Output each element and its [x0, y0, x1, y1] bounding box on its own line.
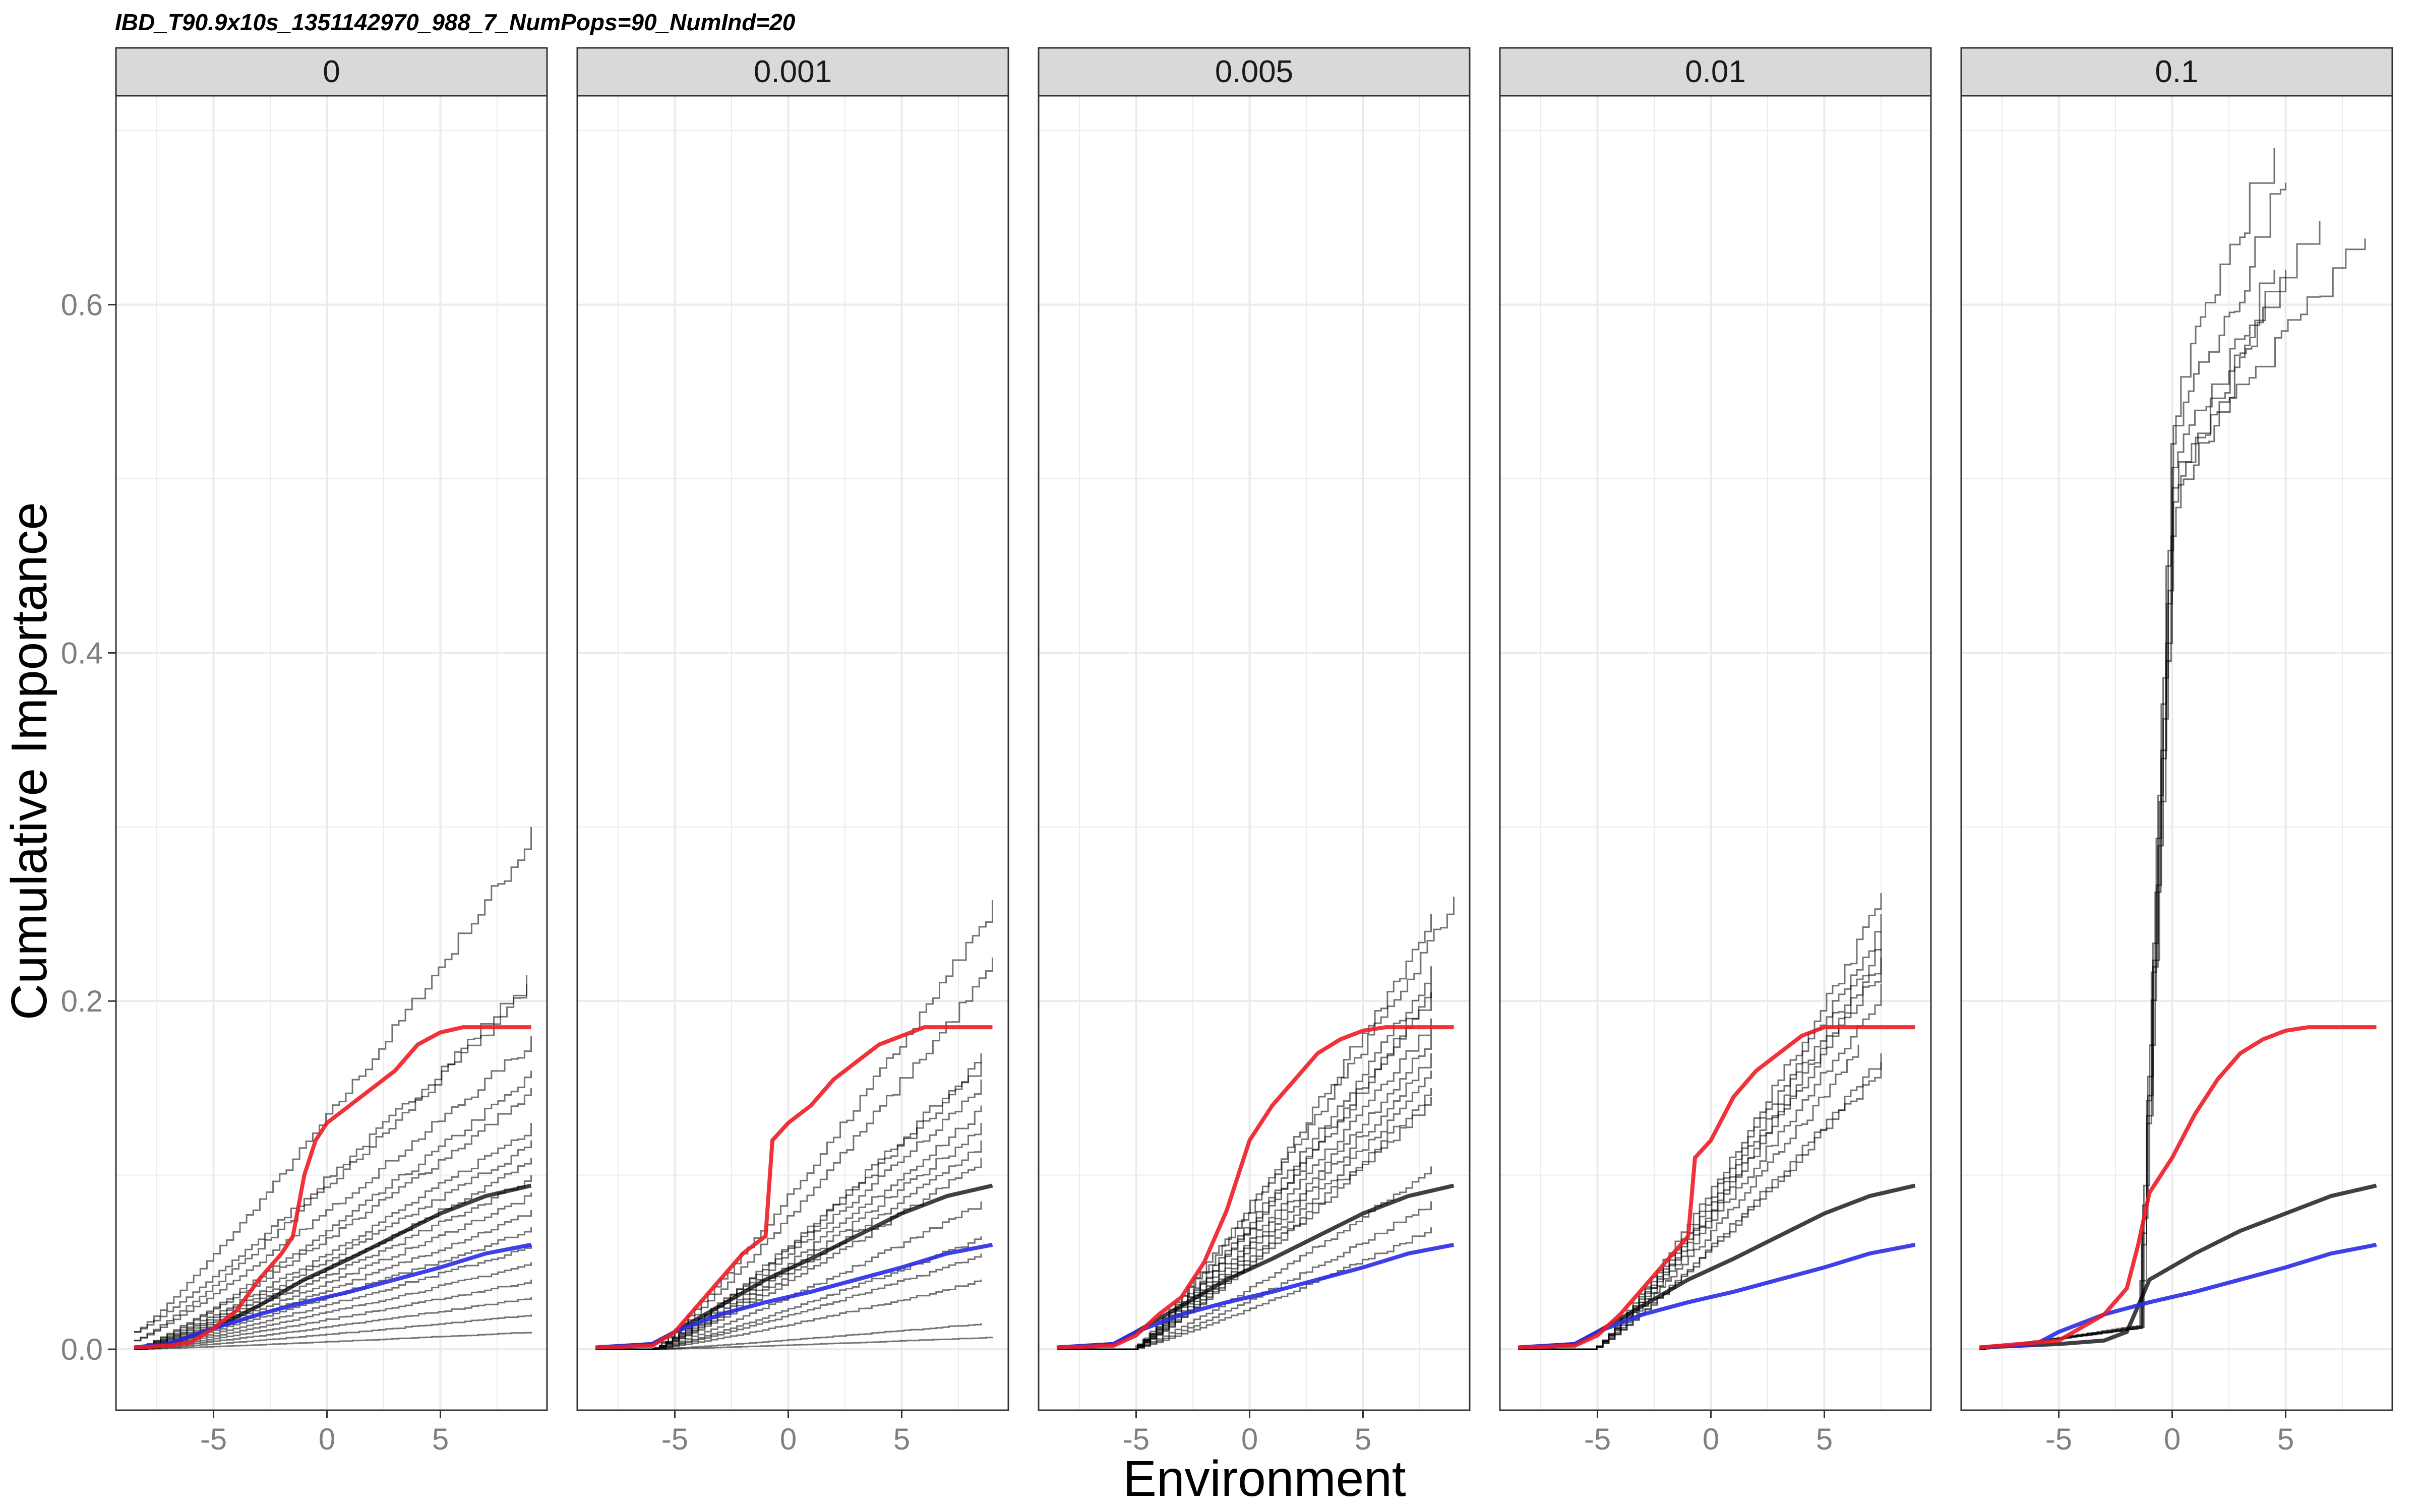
y-tick-label: 0.0 — [61, 1333, 103, 1366]
series-line-gray-16 — [134, 1297, 532, 1350]
x-tick-label: -5 — [1123, 1422, 1150, 1456]
series-line-gray-12 — [595, 1279, 982, 1350]
panel-border — [1960, 95, 2393, 1411]
x-tick-label: 0 — [2164, 1422, 2181, 1456]
series-line-gray-9 — [134, 1175, 532, 1350]
series-line-red — [1518, 1025, 1915, 1350]
x-tick-label: 5 — [1355, 1422, 1371, 1456]
series-line-gray-1 — [134, 975, 527, 1333]
panel-border — [1038, 95, 1471, 1411]
panel-4: 0.1 -5 0 5 — [1960, 47, 2393, 1456]
facet-strip-label: 0 — [323, 54, 340, 89]
x-tick-label: 5 — [1816, 1422, 1833, 1456]
y-tick-label: 0.2 — [61, 984, 103, 1018]
series-line-blue — [134, 1242, 532, 1350]
series-line-gray-9 — [595, 1201, 982, 1350]
series-line-blue — [1056, 1242, 1455, 1350]
series-line-blue — [1518, 1242, 1916, 1350]
series-line-red — [595, 1025, 993, 1350]
x-tick-label: 0 — [1703, 1422, 1719, 1456]
facet-strip — [1038, 47, 1471, 97]
series-line-gray-18 — [134, 1332, 532, 1350]
y-axis-title: Cumulative Importance — [1, 502, 57, 1020]
panel-0: 0 -5 0 5 — [115, 47, 548, 1456]
facet-strip-label: 0.01 — [1685, 54, 1746, 89]
plot-background — [577, 96, 1008, 1410]
panel-border — [1499, 95, 1932, 1411]
series-line-gray-13 — [1057, 1227, 1432, 1350]
x-tick-label: 0 — [780, 1422, 797, 1456]
x-tick-label: 0 — [1241, 1422, 1258, 1456]
facet-strip — [1960, 47, 2393, 97]
plot-background — [1039, 96, 1470, 1410]
series-line-gray-3 — [595, 1062, 982, 1350]
panel-1: 0.001 -5 0 5 — [576, 47, 1009, 1456]
series-line-red — [1979, 1025, 2377, 1350]
x-axis-title: Environment — [1123, 1451, 1406, 1507]
x-tick-label: 0 — [319, 1422, 335, 1456]
y-tick-label: 0.6 — [61, 288, 103, 322]
series-line-gray-3 — [134, 1036, 532, 1342]
series-line-gray-4 — [595, 1079, 982, 1350]
series-line-black — [1979, 1183, 2377, 1350]
facet-strip — [576, 47, 1009, 97]
series-line-gray-8 — [134, 1158, 532, 1350]
x-tick-label: -5 — [2045, 1422, 2072, 1456]
y-axis: 0.0 0.2 0.4 0.6 — [61, 288, 116, 1366]
series-line-gray-0 — [134, 827, 532, 1333]
x-tick-label: 5 — [2277, 1422, 2294, 1456]
x-tick-label: -5 — [200, 1422, 227, 1456]
x-tick-label: -5 — [661, 1422, 688, 1456]
chart-title: IBD_T90.9x10s_1351142970_988_7_NumPops=9… — [115, 9, 796, 35]
x-tick-label: 5 — [432, 1422, 449, 1456]
panel-border — [576, 95, 1009, 1411]
series-line-gray-11 — [595, 1253, 982, 1350]
plot-background — [1961, 96, 2392, 1410]
series-line-gray-14 — [595, 1337, 993, 1350]
series-line-gray-7 — [134, 1140, 532, 1350]
series-line-red — [1056, 1025, 1454, 1350]
series-line-gray-1 — [1057, 914, 1432, 1350]
series-line-blue — [1979, 1242, 2377, 1350]
series-line-gray-5 — [1518, 983, 1882, 1350]
x-tick-label: -5 — [1584, 1422, 1611, 1456]
series-line-red — [134, 1025, 531, 1350]
facet-strip-label: 0.001 — [754, 54, 832, 89]
series-line-gray-2 — [134, 983, 527, 1342]
series-line-gray-5 — [134, 1088, 532, 1350]
series-line-gray-8 — [595, 1158, 982, 1350]
panels: 0 -5 0 5 0.001 -5 0 5 0.005 -5 0 5 0.01 -5 0 5 0.1 -5 0 5 — [115, 47, 2393, 1456]
x-tick-label: 5 — [893, 1422, 910, 1456]
plot-background — [116, 96, 547, 1410]
series-line-gray-4 — [134, 1070, 532, 1350]
series-line-gray-10 — [1057, 1097, 1432, 1350]
facet-strip — [115, 47, 548, 97]
panel-border — [115, 95, 548, 1411]
plot-background — [1500, 96, 1931, 1410]
panel-3: 0.01 -5 0 5 — [1499, 47, 1932, 1456]
series-line-gray-6 — [134, 1123, 532, 1350]
series-line-gray-17 — [134, 1314, 532, 1350]
facet-strip-label: 0.005 — [1215, 54, 1293, 89]
series-line-gray-8 — [1518, 1062, 1882, 1350]
series-line-gray-4 — [1518, 957, 1882, 1350]
panel-2: 0.005 -5 0 5 — [1038, 47, 1471, 1456]
series-line-gray-15 — [134, 1279, 532, 1350]
series-line-gray-6 — [1057, 1036, 1432, 1350]
y-tick-label: 0.4 — [61, 636, 103, 670]
facet-strip-label: 0.1 — [2155, 54, 2198, 89]
